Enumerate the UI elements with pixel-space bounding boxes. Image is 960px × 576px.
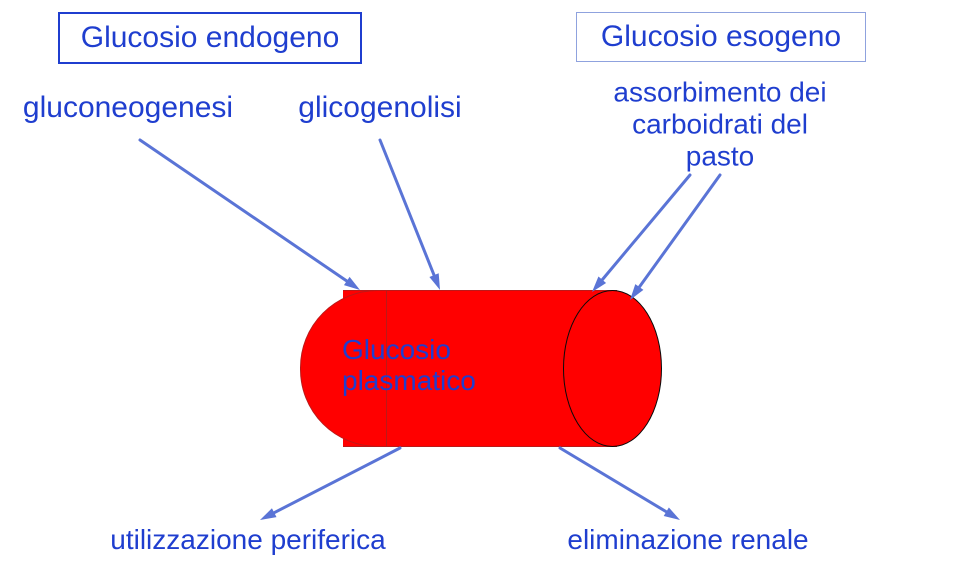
diagram-canvas: Glucosio endogeno Glucosio esogeno gluco… [0,0,960,576]
capsule-right-ellipse [563,290,662,447]
capsule-label-line1: Glucosio [342,335,476,366]
capsule-label: Glucosio plasmatico [342,335,476,397]
capsule-label-line2: plasmatico [342,366,476,397]
capsule-glucosio-plasmatico: Glucosio plasmatico [0,0,960,576]
